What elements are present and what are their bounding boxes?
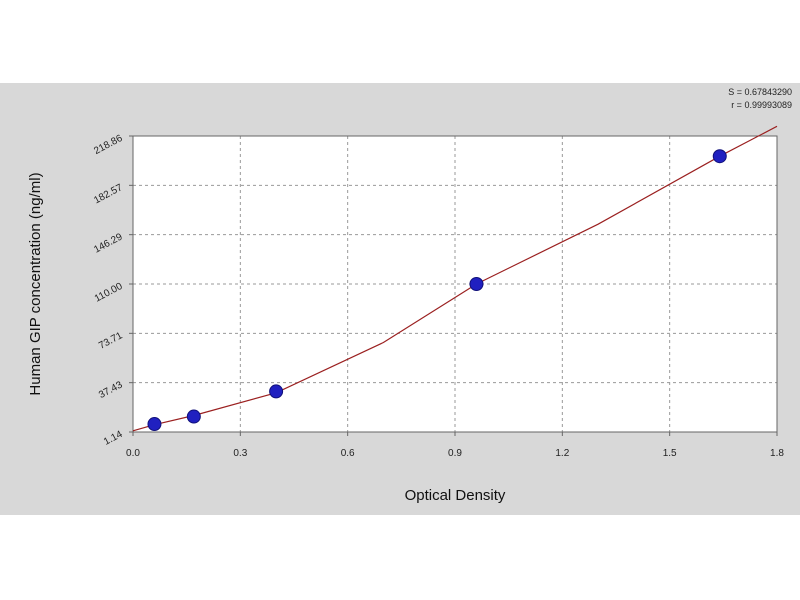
gridlines <box>133 136 777 432</box>
y-tick-labels: 1.14 37.43 73.71 110.00 146.29 182.57 218.86 <box>92 133 125 448</box>
axes <box>129 135 778 436</box>
x-tick-label: 1.8 <box>770 448 784 459</box>
x-tick-label: 0.6 <box>341 448 355 459</box>
x-axis-label: Optical Density <box>405 487 506 504</box>
x-tick-label: 0.9 <box>448 448 462 459</box>
data-point <box>269 384 284 399</box>
chart: 0.0 0.3 0.6 0.9 1.2 1.5 1.8 1.14 37.43 73.71 110.… <box>27 87 792 504</box>
y-tick-label: 110.00 <box>93 281 125 305</box>
plot-frame <box>132 135 778 433</box>
data-point <box>186 409 201 424</box>
y-tick-label: 73.71 <box>97 330 125 352</box>
y-tick-label: 218.86 <box>92 133 125 157</box>
fit-statistics: S = 0.67843290 r = 0.99993089 <box>728 87 792 110</box>
data-point <box>469 277 484 291</box>
y-tick-label: 37.43 <box>97 379 125 401</box>
fit-stat-line: S = 0.67843290 <box>728 87 792 97</box>
x-tick-label: 1.2 <box>555 448 569 459</box>
x-tick-label: 1.5 <box>663 448 677 459</box>
data-point <box>147 417 162 432</box>
x-tick-label: 0.0 <box>126 448 140 459</box>
x-tick-label: 0.3 <box>233 448 247 459</box>
series-layer <box>132 125 778 432</box>
fit-curve <box>132 125 778 432</box>
y-tick-label: 182.57 <box>92 182 125 206</box>
fit-stat-line: r = 0.99993089 <box>731 100 792 110</box>
x-tick-labels: 0.0 0.3 0.6 0.9 1.2 1.5 1.8 <box>126 448 784 459</box>
y-tick-label: 146.29 <box>92 231 125 255</box>
y-axis-label: Human GIP concentration (ng/ml) <box>27 172 44 395</box>
chart-panel: 0.0 0.3 0.6 0.9 1.2 1.5 1.8 1.14 37.43 73.71 110.… <box>0 83 800 515</box>
data-point <box>712 149 727 164</box>
y-tick-label: 1.14 <box>102 429 125 448</box>
